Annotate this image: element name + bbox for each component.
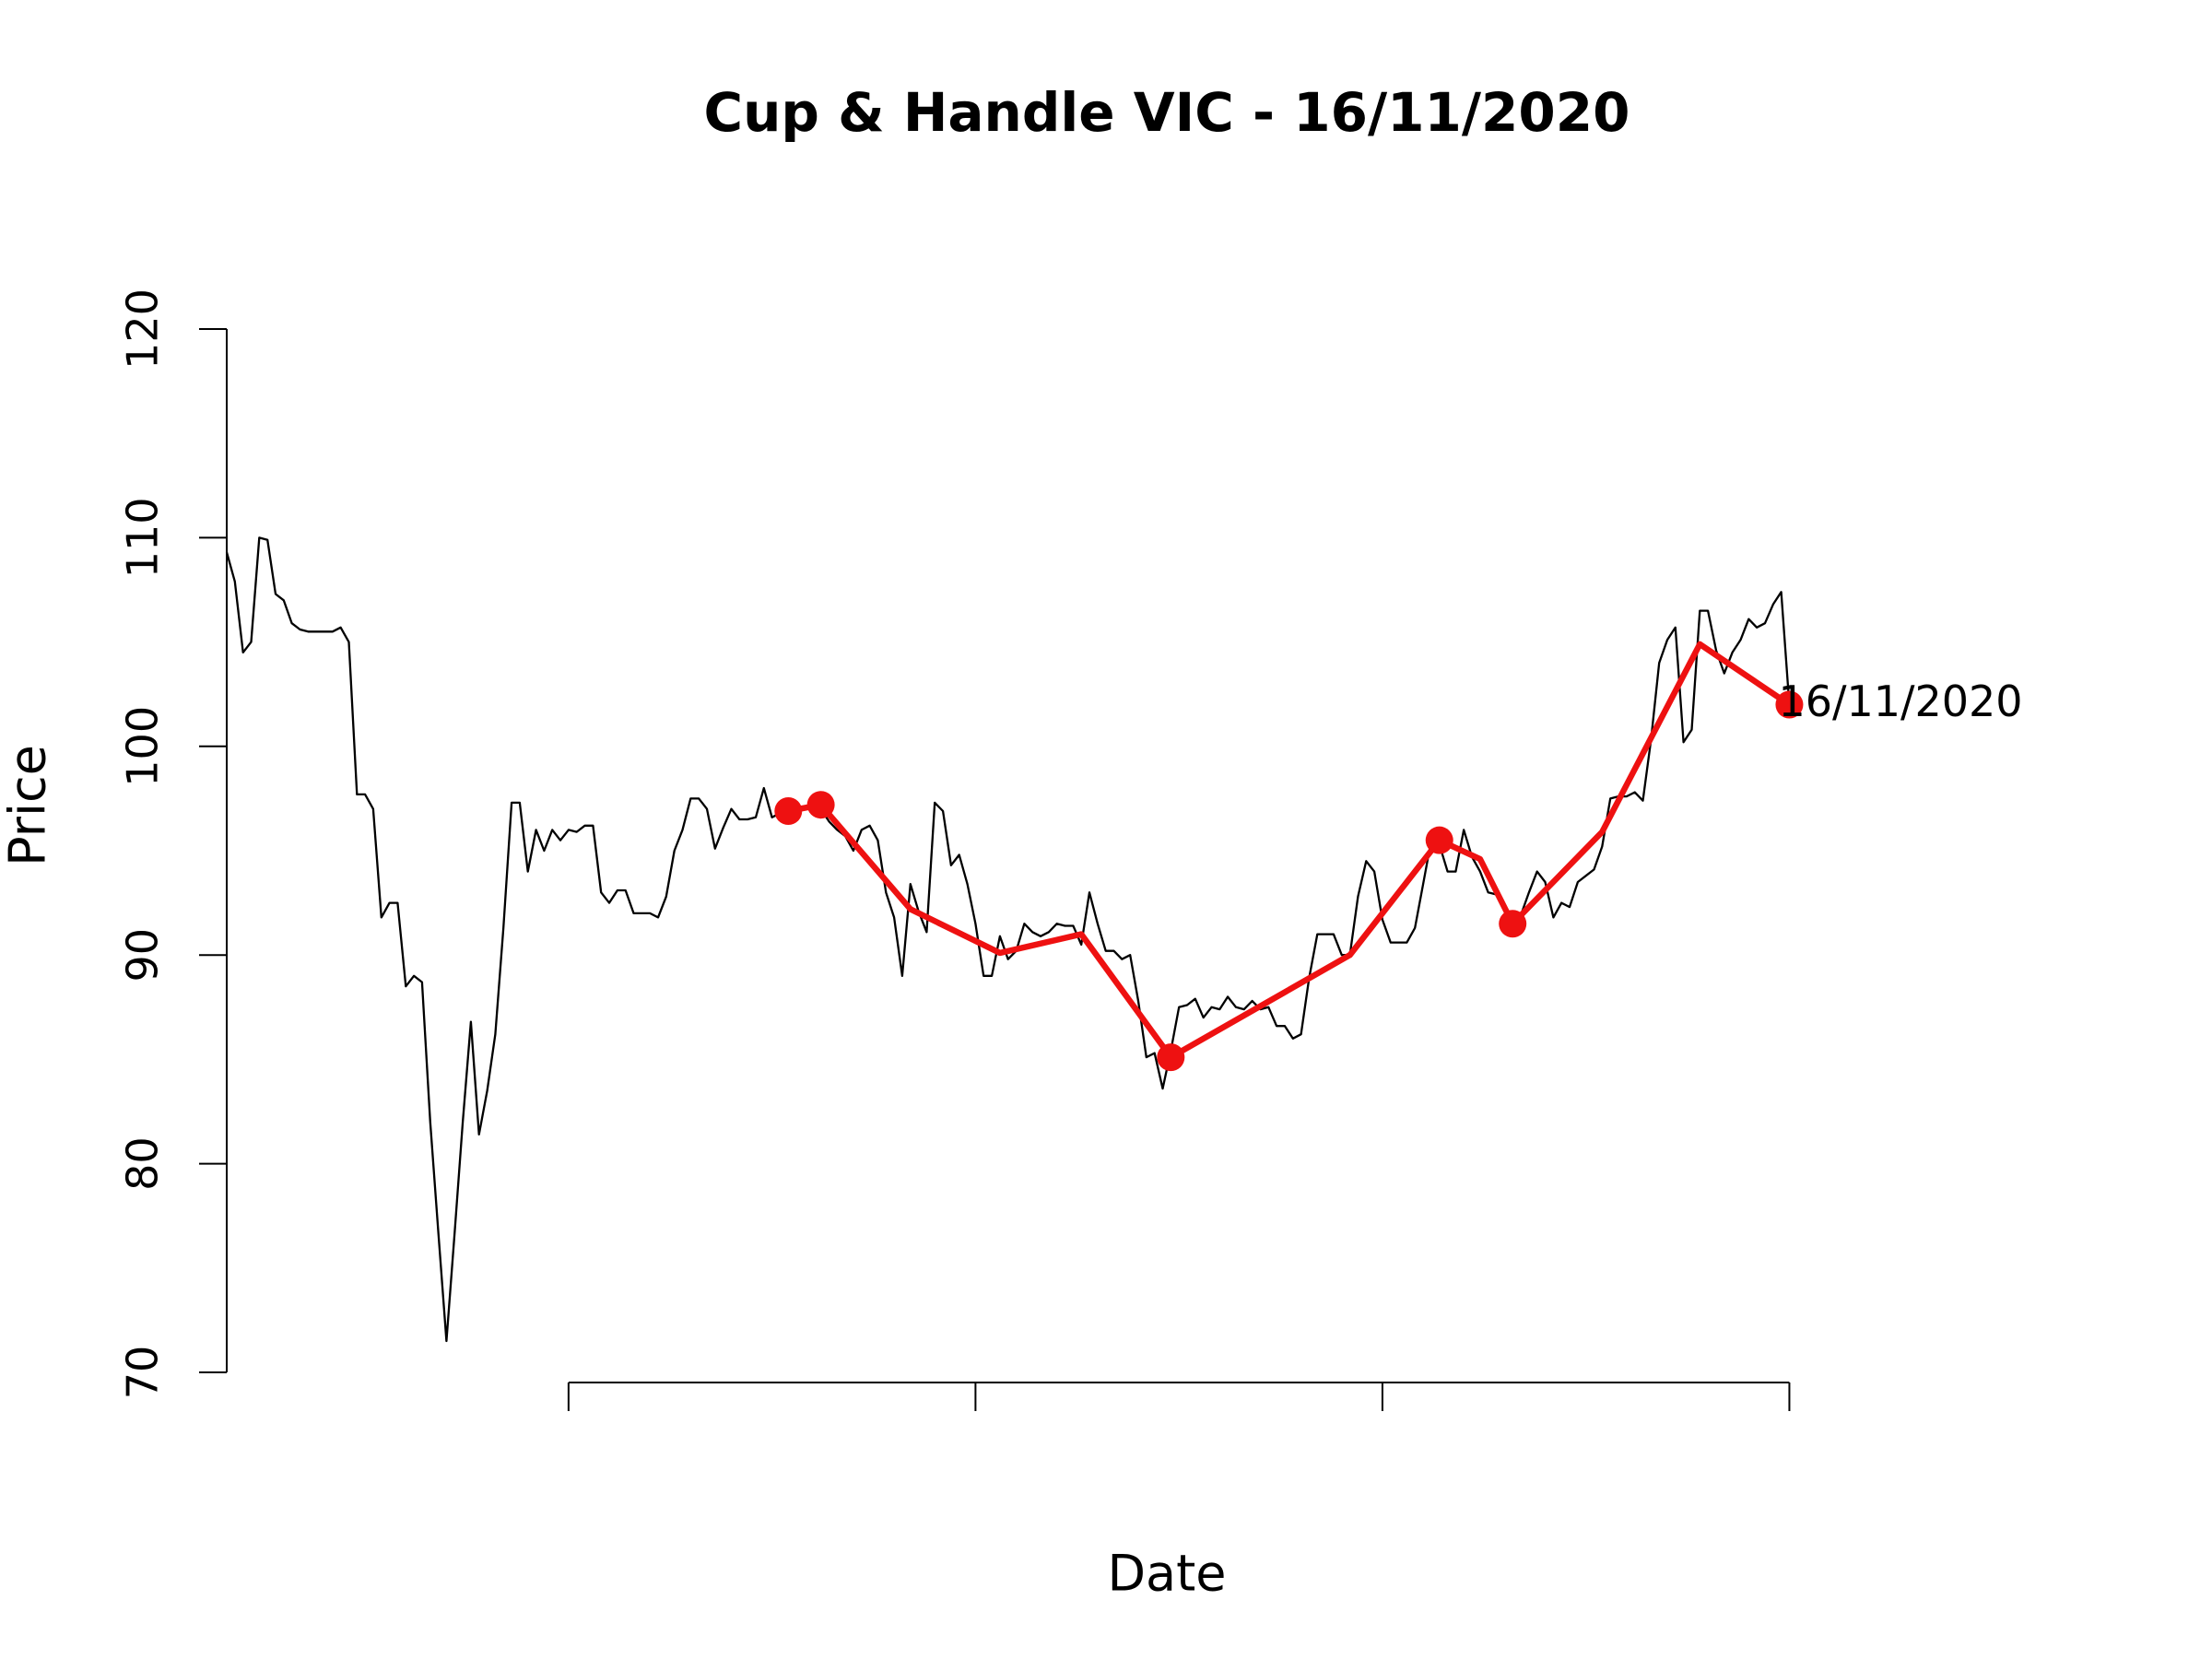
- key-point: [1157, 1043, 1185, 1072]
- y-tick-label: 110: [118, 497, 168, 578]
- pattern-line: [787, 641, 1792, 1061]
- y-tick-label: 120: [118, 288, 168, 370]
- annotation: 16/11/2020: [1778, 677, 2022, 726]
- chart-title: Cup & Handle VIC - 16/11/2020: [704, 81, 1630, 144]
- y-tick-label: 100: [118, 706, 168, 787]
- key-point: [806, 791, 835, 819]
- key-point: [1425, 826, 1453, 854]
- price-line: [225, 536, 1791, 1343]
- y-axis-label: Price: [0, 745, 57, 866]
- x-axis-label: Date: [1107, 1545, 1226, 1603]
- y-tick-label: 90: [118, 928, 168, 982]
- key-point: [1499, 910, 1527, 938]
- y-tick-label: 80: [118, 1136, 168, 1191]
- key-point: [774, 796, 803, 825]
- key-point: [1775, 690, 1804, 719]
- y-tick-label: 70: [118, 1346, 168, 1400]
